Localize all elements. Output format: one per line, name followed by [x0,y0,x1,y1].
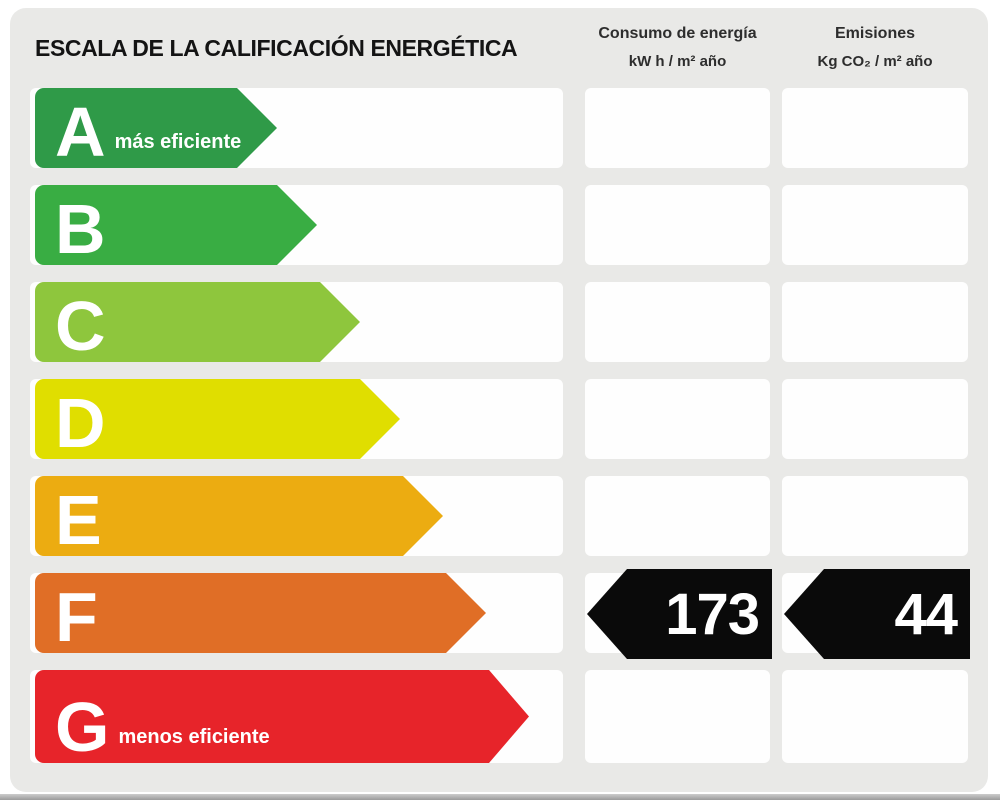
scale-cell: E [30,476,563,556]
emisiones-result-pointer: 44 [784,569,970,659]
rating-letter: F [55,577,97,656]
rating-letter: C [55,286,105,365]
emisiones-cell [782,476,968,556]
rating-bar-arrow: B [35,185,317,265]
emisiones-header-label: Emisiones [834,25,916,42]
emisiones-header-unit: Kg CO₂ / m² año [817,53,933,70]
scale-cell: G menos eficiente [30,670,563,763]
scale-cell: D [30,379,563,459]
rating-row: C [30,282,968,362]
scale-cell: A más eficiente [30,88,563,168]
rating-bar-arrow: C [35,282,360,362]
rating-letter: D [55,383,105,462]
page-title: ESCALA DE LA CALIFICACIÓN ENERGÉTICA [35,35,518,61]
emisiones-cell [782,185,968,265]
emisiones-result-value: 44 [894,581,958,647]
consumo-cell [585,185,770,265]
bottom-edge-bar [0,794,1000,800]
consumo-column-header: Consumo de energía kW h / m² año [585,25,770,70]
rating-row: D [30,379,968,459]
rating-letter: G [55,687,109,766]
consumo-cell [585,88,770,168]
scale-panel: ESCALA DE LA CALIFICACIÓN ENERGÉTICA Con… [10,8,988,792]
consumo-cell [585,670,770,763]
scale-cell: C [30,282,563,362]
rating-letter: E [55,480,101,559]
rating-letter: B [55,189,105,268]
emisiones-cell [782,88,968,168]
emisiones-column-header: Emisiones Kg CO₂ / m² año [782,25,968,70]
consumo-cell [585,282,770,362]
rating-bar-arrow: F [35,573,486,653]
rating-row: B [30,185,968,265]
emisiones-cell [782,282,968,362]
rating-note: menos eficiente [118,726,270,748]
rating-bar-arrow: A más eficiente [35,88,277,168]
consumo-header-label: Consumo de energía [598,25,757,42]
rating-bar-arrow: D [35,379,400,459]
rating-bar-arrow: G menos eficiente [35,670,529,763]
emisiones-cell [782,670,968,763]
emisiones-cell [782,379,968,459]
emisiones-cell: 44 [782,569,970,659]
consumo-cell: 173 [585,569,772,659]
rating-rows: A más eficiente B C D [30,88,970,763]
scale-cell: F [30,573,563,653]
consumo-cell [585,379,770,459]
rating-note: más eficiente [114,131,242,153]
consumo-result-value: 173 [665,581,760,647]
consumo-result-pointer: 173 [587,569,772,659]
consumo-header-unit: kW h / m² año [628,53,727,70]
rating-row: E [30,476,968,556]
rating-row: F 173 44 [30,569,970,659]
rating-row: G menos eficiente [30,670,968,763]
rating-bar-arrow: E [35,476,443,556]
rating-letter: A [55,92,105,171]
scale-cell: B [30,185,563,265]
consumo-cell [585,476,770,556]
rating-row: A más eficiente [30,88,968,168]
